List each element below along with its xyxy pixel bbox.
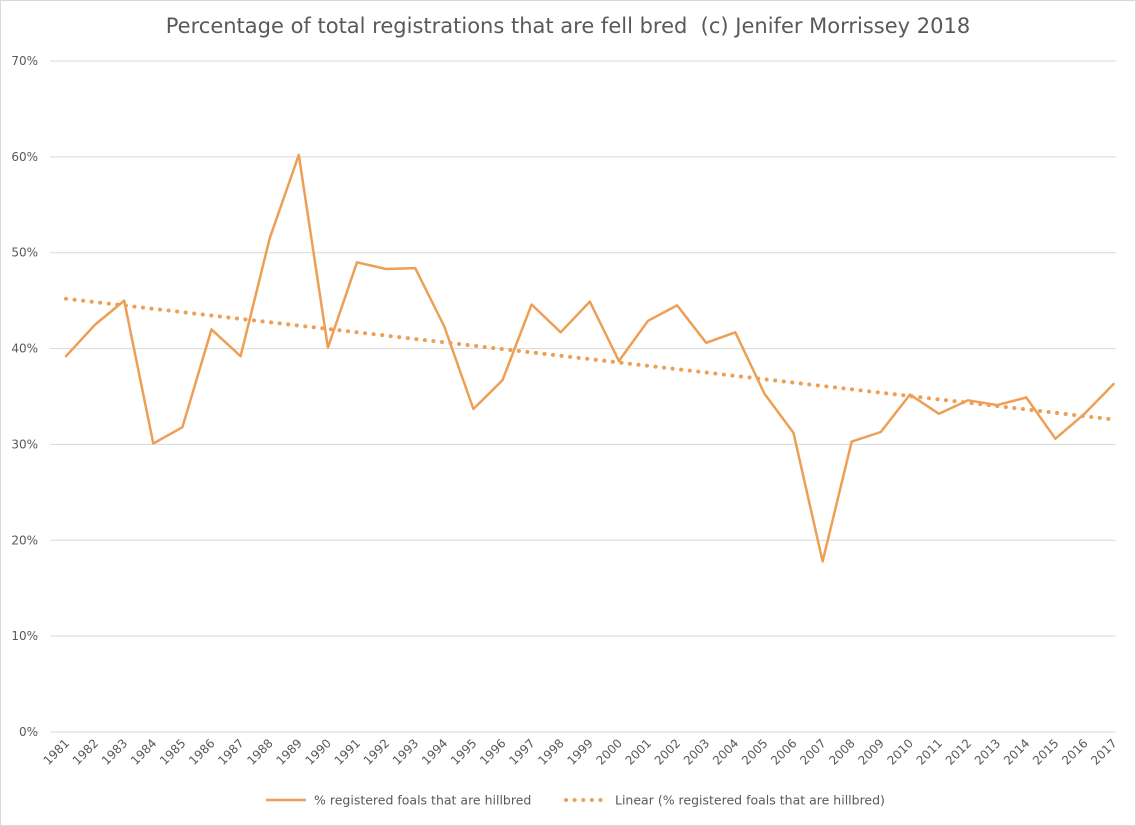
legend: % registered foals that are hillbred Line… — [266, 793, 885, 808]
y-tick-label: 70% — [11, 54, 38, 68]
x-tick-label: 2012 — [943, 736, 974, 767]
x-tick-label: 2015 — [1030, 736, 1061, 767]
y-axis-ticks: 0% 10% 20% 30% 40% 50% 60% 70% — [11, 54, 38, 739]
trendline-series — [64, 296, 1116, 422]
x-tick-label: 2017 — [1088, 736, 1119, 767]
x-axis-ticks: 1981198219831984198519861987198819891990… — [41, 736, 1120, 767]
y-tick-label: 40% — [11, 342, 38, 356]
x-tick-label: 2006 — [768, 736, 799, 767]
y-tick-label: 10% — [11, 629, 38, 643]
legend-label: Linear (% registered foals that are hill… — [615, 793, 885, 808]
x-tick-label: 2005 — [739, 736, 770, 767]
x-tick-label: 1991 — [332, 736, 363, 767]
legend-label: % registered foals that are hillbred — [314, 793, 531, 808]
x-tick-label: 2004 — [710, 736, 741, 767]
x-tick-label: 1984 — [128, 736, 159, 767]
x-tick-label: 2013 — [972, 736, 1003, 767]
x-tick-label: 1985 — [157, 736, 188, 767]
x-tick-label: 1987 — [215, 736, 246, 767]
x-tick-label: 1997 — [506, 736, 537, 767]
x-tick-label: 1983 — [99, 736, 130, 767]
x-tick-label: 2003 — [681, 736, 712, 767]
y-tick-label: 30% — [11, 437, 38, 451]
x-tick-label: 2010 — [885, 736, 916, 767]
x-tick-label: 1988 — [244, 736, 275, 767]
x-tick-label: 1996 — [477, 736, 508, 767]
x-tick-label: 2007 — [797, 736, 828, 767]
x-tick-label: 2011 — [914, 736, 945, 767]
x-tick-label: 1982 — [70, 736, 101, 767]
x-tick-label: 2002 — [652, 736, 683, 767]
x-tick-label: 1992 — [361, 736, 392, 767]
y-tick-label: 50% — [11, 246, 38, 260]
y-tick-label: 20% — [11, 533, 38, 547]
x-tick-label: 1989 — [273, 736, 304, 767]
chart-title: Percentage of total registrations that a… — [165, 14, 971, 38]
series-layer — [64, 153, 1116, 563]
x-tick-label: 2000 — [594, 736, 625, 767]
y-tick-label: 60% — [11, 150, 38, 164]
x-tick-label: 2001 — [623, 736, 654, 767]
x-tick-label: 1995 — [448, 736, 479, 767]
gridlines — [50, 60, 1116, 733]
x-tick-label: 1993 — [390, 736, 421, 767]
x-tick-label: 2016 — [1059, 736, 1090, 767]
x-tick-label: 1990 — [303, 736, 334, 767]
x-tick-label: 1998 — [535, 736, 566, 767]
x-tick-label: 2009 — [855, 736, 886, 767]
data-series-line — [64, 153, 1115, 563]
y-tick-label: 0% — [19, 725, 38, 739]
x-tick-label: 2008 — [826, 736, 857, 767]
x-tick-label: 1994 — [419, 736, 450, 767]
x-tick-label: 1986 — [186, 736, 217, 767]
x-tick-label: 2014 — [1001, 736, 1032, 767]
x-tick-label: 1999 — [564, 736, 595, 767]
x-tick-label: 1981 — [41, 736, 72, 767]
